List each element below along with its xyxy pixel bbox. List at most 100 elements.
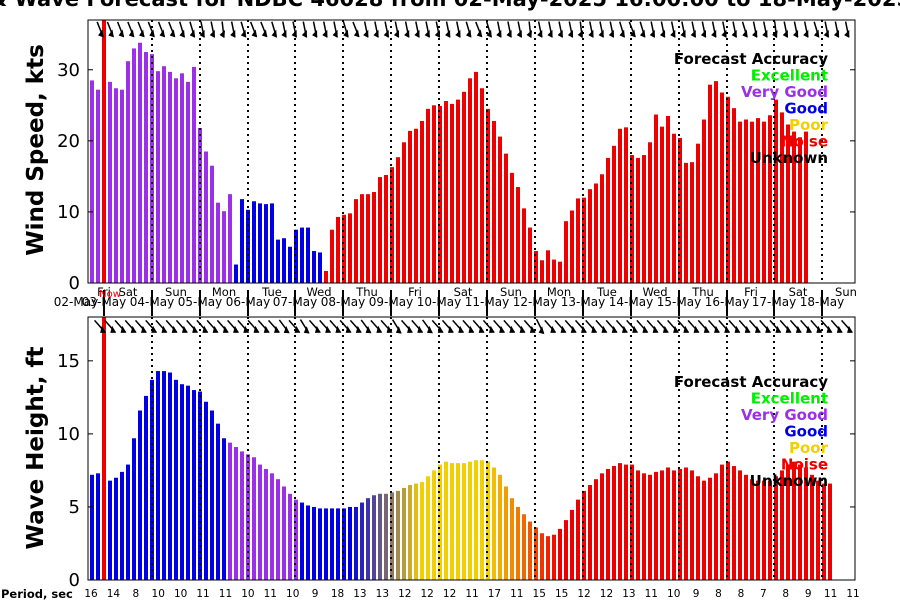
arrow-head (690, 29, 696, 38)
legend-title: Forecast Accuracy (674, 50, 828, 68)
bar (264, 204, 268, 283)
bar (540, 533, 544, 580)
bar (114, 88, 118, 283)
period-value: 8 (132, 588, 139, 600)
arrow-head (414, 29, 420, 38)
direction-arrow (700, 21, 707, 38)
direction-arrow (748, 319, 761, 333)
direction-arrow (813, 21, 820, 38)
direction-arrow (380, 319, 393, 333)
legend-item: Poor (789, 439, 829, 457)
bar (210, 410, 214, 580)
direction-arrow (157, 21, 166, 38)
bar (582, 197, 586, 283)
direction-arrow (301, 21, 308, 38)
bar (372, 192, 376, 283)
direction-arrow (322, 21, 328, 38)
direction-arrow (577, 21, 584, 39)
plot-frame (87, 19, 856, 284)
bar (804, 467, 808, 580)
period-value: 11 (465, 588, 478, 600)
bar (774, 476, 778, 580)
direction-arrow (219, 21, 226, 39)
bar (156, 71, 160, 283)
arrow-head (98, 29, 104, 38)
arrow-head (171, 325, 178, 333)
bar (522, 208, 526, 283)
direction-arrow (147, 21, 155, 38)
direction-arrow (608, 21, 615, 38)
bar (750, 479, 754, 580)
bar (330, 508, 334, 580)
period-value: 11 (219, 588, 232, 600)
bar (576, 198, 580, 283)
bar (708, 477, 712, 580)
direction-arrow (803, 21, 809, 38)
arrow-head (169, 29, 176, 38)
arrow-head (755, 325, 761, 333)
direction-arrow (370, 319, 383, 333)
arrow-head (538, 326, 545, 335)
period-value: 14 (107, 588, 121, 600)
arrow-head (762, 29, 768, 38)
bar (264, 468, 268, 580)
bar (168, 372, 172, 580)
bar (132, 438, 136, 580)
bar (114, 477, 118, 580)
bar (696, 476, 700, 580)
direction-arrow (523, 319, 536, 333)
arrow-head (149, 29, 155, 38)
period-value: 12 (420, 588, 433, 600)
bar (186, 385, 190, 580)
bar (600, 473, 604, 580)
figure-title: & Wave Forecast for NDBC 46028 from 02-M… (0, 0, 900, 11)
bar (480, 88, 484, 283)
bar (384, 174, 388, 283)
arrow-head (240, 29, 247, 38)
period-value: 8 (715, 588, 722, 600)
arrow-head (222, 325, 229, 333)
bar (444, 101, 448, 283)
arrow-head (813, 29, 820, 38)
bar (258, 203, 262, 283)
bar (270, 203, 274, 283)
direction-arrow (414, 21, 420, 38)
bar (336, 216, 340, 283)
arrow-head (591, 325, 598, 333)
bar (678, 468, 682, 580)
bar (270, 473, 274, 580)
bar (222, 211, 226, 283)
arrow-head (608, 29, 614, 38)
direction-arrow (680, 21, 686, 38)
direction-arrow (649, 21, 656, 38)
arrow-head (700, 29, 707, 38)
period-value: 11 (264, 588, 277, 600)
arrow-head (345, 325, 352, 333)
direction-arrow (667, 319, 679, 333)
y-tick-label: 20 (57, 131, 80, 152)
direction-arrow (455, 21, 461, 38)
bar (474, 460, 478, 580)
bar (558, 261, 562, 283)
bar (174, 78, 178, 283)
arrow-head (128, 29, 135, 38)
bar (822, 483, 826, 580)
bar (564, 520, 568, 580)
arrow-head (294, 325, 301, 333)
day-label: Wed (642, 285, 667, 299)
bar (672, 133, 676, 283)
direction-arrow (106, 21, 114, 38)
period-value: 16 (84, 588, 98, 600)
legend-item: Very Good (741, 83, 828, 101)
bar (108, 480, 112, 580)
bar (120, 471, 124, 580)
arrow-head (639, 29, 646, 38)
bar (738, 121, 742, 284)
bar (570, 210, 574, 283)
direction-arrow (209, 21, 216, 38)
arrow-head (529, 325, 536, 333)
arrow-head (301, 29, 307, 38)
bar (144, 395, 148, 580)
day-label: Sun (165, 285, 187, 299)
arrow-head (611, 325, 618, 333)
